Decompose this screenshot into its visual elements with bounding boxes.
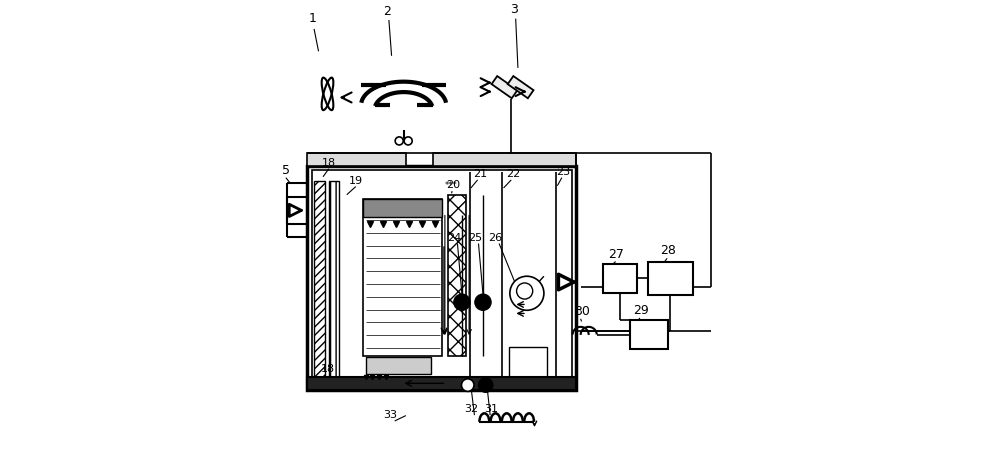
Text: 21: 21 (473, 169, 487, 179)
Text: 3: 3 (510, 3, 518, 16)
Text: 29: 29 (633, 304, 649, 317)
Text: 32: 32 (464, 404, 478, 414)
Text: 24: 24 (447, 233, 461, 243)
Bar (448, 195, 466, 356)
Text: 1: 1 (309, 12, 317, 25)
Text: 19: 19 (349, 176, 363, 186)
Circle shape (475, 294, 491, 310)
Text: 18: 18 (320, 364, 335, 374)
Bar (509, 347, 547, 381)
Polygon shape (492, 76, 517, 98)
Circle shape (454, 294, 470, 310)
Text: 27: 27 (609, 247, 624, 260)
Text: ***: *** (444, 181, 457, 190)
Bar (312, 170, 572, 385)
Text: 30: 30 (574, 305, 589, 318)
Text: 31: 31 (484, 404, 498, 414)
Bar (603, 264, 637, 293)
Text: 28: 28 (660, 245, 676, 257)
Bar (630, 320, 668, 349)
Text: 2: 2 (383, 5, 391, 18)
Text: 26: 26 (488, 233, 503, 243)
Text: 18: 18 (322, 158, 336, 168)
Text: 25: 25 (468, 233, 482, 243)
Text: 22: 22 (506, 169, 521, 179)
Polygon shape (508, 76, 534, 98)
Circle shape (510, 276, 544, 310)
Bar (307, 377, 576, 390)
Bar (314, 181, 325, 378)
Circle shape (478, 378, 493, 392)
Circle shape (461, 379, 474, 391)
Bar (648, 262, 693, 295)
Text: 23: 23 (557, 167, 571, 177)
Bar (363, 199, 442, 217)
Bar (433, 153, 576, 165)
Bar (363, 199, 442, 356)
Text: 33: 33 (383, 410, 397, 420)
Bar (307, 165, 576, 390)
Bar (307, 153, 406, 165)
Bar (329, 181, 339, 378)
Text: 20: 20 (446, 180, 460, 190)
Text: 5: 5 (282, 164, 290, 177)
Bar (366, 357, 431, 374)
